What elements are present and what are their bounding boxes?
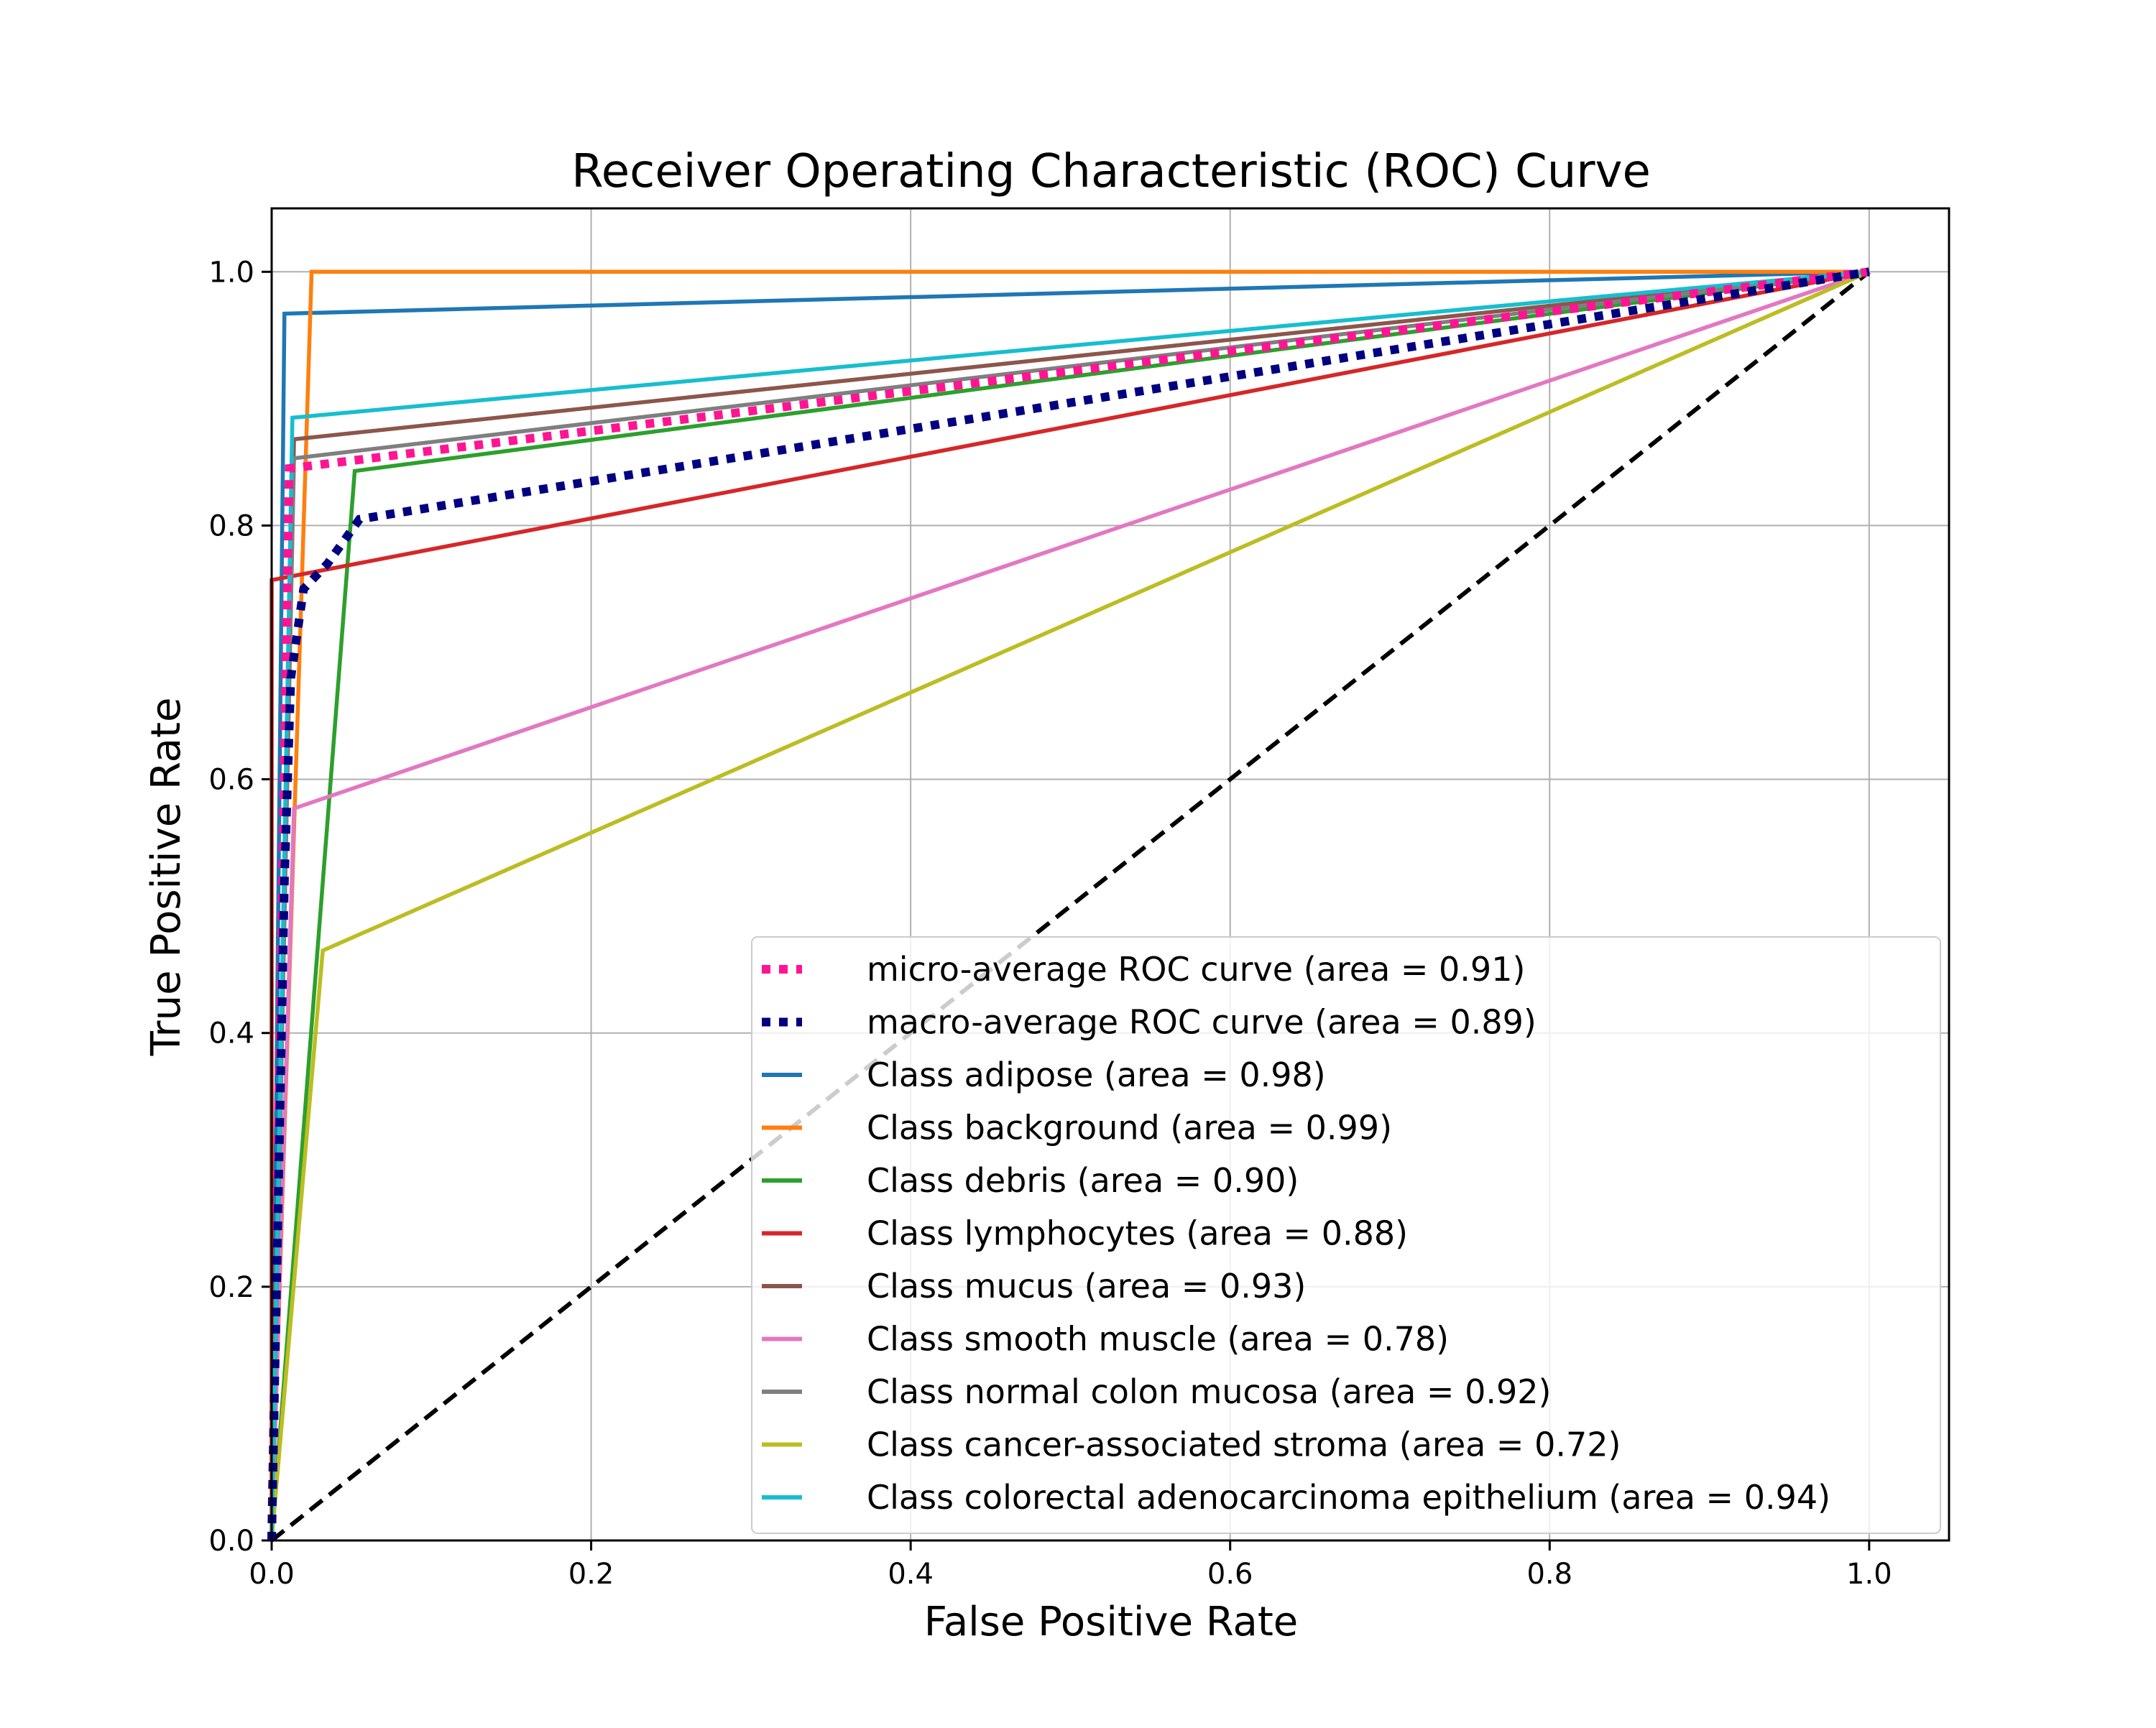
legend: micro-average ROC curve (area = 0.91) mac…	[751, 936, 1941, 1534]
y-tick-label: 0.0	[208, 1525, 254, 1558]
legend-label: Class lymphocytes (area = 0.88)	[867, 1214, 1408, 1253]
roc-curve-2	[270, 269, 1869, 1541]
roc-curve-9	[270, 269, 1870, 1541]
x-tick-label: 0.6	[1207, 1558, 1253, 1591]
y-tick-label: 0.8	[208, 509, 254, 542]
roc-curve-4	[270, 269, 1870, 1541]
legend-label: macro-average ROC curve (area = 0.89)	[867, 1003, 1537, 1042]
legend-label: Class background (area = 0.99)	[867, 1109, 1392, 1147]
roc-curve-10	[270, 269, 1870, 1541]
chance-diagonal-line	[270, 269, 1871, 1543]
roc-curve-1	[267, 267, 1870, 1541]
legend-box	[751, 936, 1941, 1534]
y-tick-label: 0.2	[208, 1271, 254, 1304]
x-axis-label: False Positive Rate	[924, 1599, 1298, 1645]
x-tick-label: 0.4	[888, 1558, 934, 1591]
y-axis-label: True Positive Rate	[143, 698, 190, 1057]
plot-area-frame	[270, 207, 1950, 1542]
roc-curves	[267, 267, 1871, 1543]
legend-label: Class debris (area = 0.90)	[867, 1161, 1299, 1200]
y-tick-label: 0.6	[208, 764, 254, 797]
legend-label: Class cancer-associated stroma (area = 0…	[867, 1426, 1621, 1464]
y-tick-label: 1.0	[208, 256, 254, 289]
axis-ticks: 0.0 0.2 0.4 0.6 0.8 1.0 0.0 0.2 0.4 0.6 0.8 1.0	[208, 256, 1892, 1591]
roc-curve-0	[267, 267, 1870, 1541]
x-tick-label: 0.0	[249, 1558, 295, 1591]
x-tick-label: 1.0	[1846, 1558, 1892, 1591]
legend-label: Class smooth muscle (area = 0.78)	[867, 1320, 1449, 1359]
x-tick-label: 0.2	[568, 1558, 614, 1591]
legend-label: Class colorectal adenocarcinoma epitheli…	[867, 1478, 1830, 1517]
legend-label: Class adipose (area = 0.98)	[867, 1055, 1326, 1094]
chart-title: Receiver Operating Characteristic (ROC) …	[571, 145, 1651, 198]
legend-label: Class normal colon mucosa (area = 0.92)	[867, 1372, 1551, 1411]
x-tick-label: 0.8	[1526, 1558, 1572, 1591]
legend-label: micro-average ROC curve (area = 0.91)	[867, 950, 1525, 989]
legend-label: Class mucus (area = 0.93)	[867, 1267, 1306, 1306]
y-tick-label: 0.4	[208, 1017, 254, 1050]
grid-lines	[271, 208, 1949, 1541]
